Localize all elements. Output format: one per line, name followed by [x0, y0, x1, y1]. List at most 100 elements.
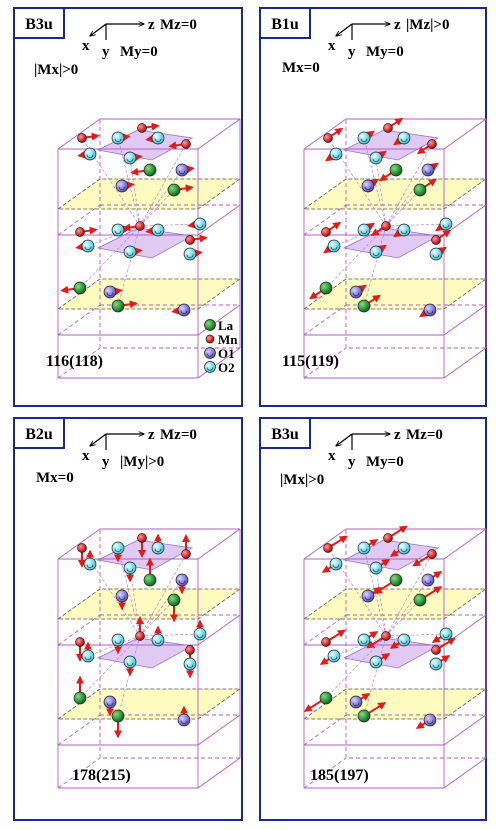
cell-edge [303, 714, 347, 746]
cell-edge [57, 714, 101, 746]
o2-atom [81, 649, 95, 663]
atom-shine [400, 138, 408, 142]
o2-atom [357, 131, 371, 145]
atom-shine [332, 564, 340, 568]
la-atom [73, 691, 87, 705]
atoms [303, 525, 456, 729]
axis-x-label: x [82, 38, 90, 54]
o2-atom [327, 649, 341, 663]
bond-line [385, 599, 421, 637]
cell-edge [443, 347, 487, 379]
bond-line [333, 635, 387, 657]
o2-atom [151, 541, 165, 555]
cell-edge [57, 204, 101, 236]
atoms [60, 122, 208, 317]
atom-shine [114, 548, 122, 552]
atom-shine [372, 568, 380, 572]
atom-shine [126, 662, 134, 666]
atom-shine [178, 170, 186, 174]
la-atom [143, 573, 157, 587]
bond-line [139, 579, 183, 637]
panel-2: B1u z x y |Mz|>0My=0 Mx=0 115(119) [259, 7, 488, 407]
bond-line [139, 599, 175, 637]
atom-shine [86, 564, 94, 568]
mn-atom [381, 631, 391, 641]
legend-label-o2: O2 [218, 360, 235, 375]
la-atom [357, 299, 371, 313]
la-atom [204, 319, 216, 331]
atom-shine [424, 170, 432, 174]
atom-shine [178, 580, 186, 584]
axis-x-line [90, 433, 107, 446]
mn-atom [77, 133, 87, 143]
atom-shine [432, 664, 440, 668]
cell-edge [443, 757, 487, 789]
crystal-cell [302, 118, 488, 379]
cell-edge [303, 528, 347, 560]
la-plane [56, 688, 242, 720]
atom-shine [424, 580, 432, 584]
atoms [309, 117, 453, 318]
o2-atom [429, 247, 443, 261]
la-atom [413, 183, 427, 197]
o2-atom [369, 151, 383, 165]
o1-atom [421, 573, 435, 587]
mn-atom [321, 637, 331, 647]
o1-atom [115, 179, 129, 193]
axis-x-label: x [328, 448, 336, 464]
o2-atom [83, 147, 97, 161]
condition-y: My=0 [120, 44, 158, 60]
atom-shine [442, 224, 450, 228]
bond-line [87, 225, 141, 247]
atom-shine [206, 367, 214, 371]
bond-line [325, 225, 387, 289]
mn-atom [75, 227, 85, 237]
bond-line [385, 169, 429, 227]
o2-atom [369, 655, 383, 669]
frequency-label: 178(215) [72, 767, 131, 784]
mode-label: B2u [25, 426, 53, 443]
o2-atom [397, 541, 411, 555]
atom-shine [86, 154, 94, 158]
cell-edge [443, 714, 487, 746]
atom-shine [106, 702, 114, 706]
o2-atom [123, 655, 137, 669]
panel-3: B2u z x y Mz=0 |My|>0 Mx=0 178(215) [13, 417, 243, 821]
atom-shine [186, 664, 194, 668]
cell-edge [197, 347, 241, 379]
atom-shine [180, 720, 188, 724]
cell-edge [197, 204, 241, 236]
atom-shine [364, 596, 372, 600]
atom-shine [330, 246, 338, 250]
atoms [73, 533, 207, 739]
cell-edge [197, 614, 241, 646]
condition-y: My=0 [366, 454, 404, 470]
la-atom [111, 299, 125, 313]
mode-tab [259, 7, 311, 39]
frequency-label: 185(197) [310, 767, 369, 784]
mn-atom [323, 543, 333, 553]
bond-line [139, 143, 187, 227]
mn-atom [181, 139, 191, 149]
bond-line [385, 189, 421, 227]
la-atom [357, 709, 371, 723]
atom-shine [372, 158, 380, 162]
o2-atom [357, 541, 371, 555]
atom-shine [426, 310, 434, 314]
atom-shine [84, 656, 92, 660]
atom-shine [84, 246, 92, 250]
mode-label: B1u [271, 16, 299, 33]
o1-atom [421, 163, 435, 177]
atom-shine [372, 662, 380, 666]
bond-line [363, 225, 387, 307]
o2-atom [439, 217, 453, 231]
legend-label-mn: Mn [218, 332, 238, 347]
condition-y: |My|>0 [120, 454, 164, 470]
la-plane [302, 588, 488, 620]
bond-line [325, 635, 387, 699]
mode-tab [259, 417, 311, 449]
condition-z: Mz=0 [160, 17, 197, 33]
la-atom [319, 281, 333, 295]
o1-atom [423, 713, 437, 727]
